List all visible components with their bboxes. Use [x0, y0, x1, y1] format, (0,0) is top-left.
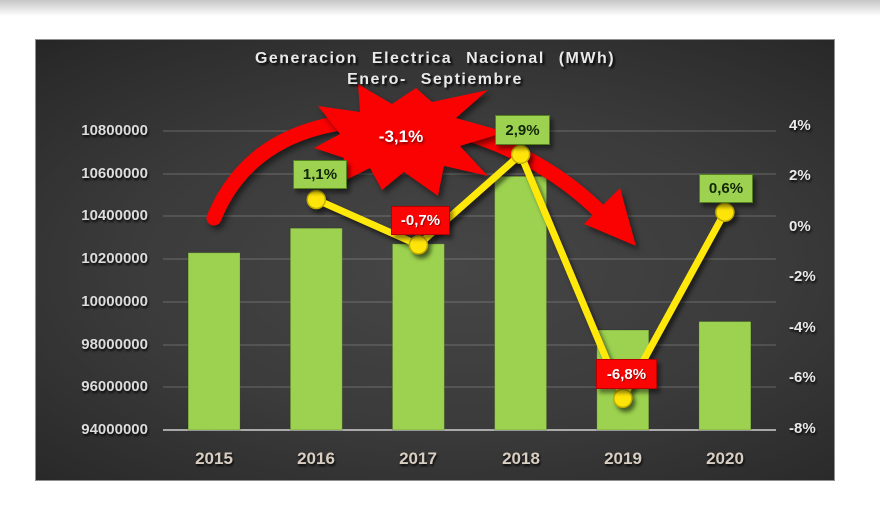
y-left-tick: 10400000 — [81, 207, 148, 224]
y-left-tick: 10000000 — [81, 293, 148, 310]
y-right-tick: -8% — [789, 420, 816, 437]
pct-line-series — [306, 144, 735, 409]
chart-panel: Generacion Electrica Nacional (MWh) Ener… — [35, 39, 835, 481]
data-label-2017: -0,7% — [391, 206, 450, 235]
y-left-tick: 10600000 — [81, 165, 148, 182]
y-right-tick: -4% — [789, 319, 816, 336]
x-tick-2015: 2015 — [195, 449, 233, 468]
y-right-tick: 0% — [789, 218, 811, 235]
bar-2018 — [494, 175, 548, 431]
data-label-2018: 2,9% — [495, 115, 550, 145]
data-label-2016: 1,1% — [293, 160, 347, 189]
data-label-2020: 0,6% — [699, 174, 753, 203]
y-right-tick: 2% — [789, 167, 811, 184]
starburst-polygon — [314, 84, 506, 196]
y-left-tick: 94000000 — [81, 421, 148, 438]
gridlines — [163, 130, 776, 388]
x-tick-2016: 2016 — [297, 449, 335, 468]
x-tick-2019: 2019 — [604, 449, 642, 468]
bar-2020 — [698, 321, 752, 431]
x-tick-2020: 2020 — [706, 449, 744, 468]
pct-marker-2020 — [715, 202, 735, 222]
bar-2015 — [187, 252, 241, 431]
pct-marker-2016 — [306, 189, 327, 210]
pct-marker-2018 — [510, 144, 531, 165]
pct-marker-2019 — [613, 388, 633, 409]
y-right-tick: -2% — [789, 268, 816, 285]
pct-marker-2017 — [408, 235, 429, 255]
y-left-tick: 10200000 — [81, 250, 148, 267]
x-tick-2018: 2018 — [502, 449, 540, 468]
y-left-tick: 98000000 — [81, 336, 148, 353]
starburst-label: -3,1% — [378, 127, 424, 146]
x-tick-2017: 2017 — [399, 449, 437, 468]
chart-plot-canvas — [163, 84, 776, 431]
red-arrow-head — [584, 188, 636, 246]
y-left-tick: 96000000 — [81, 378, 148, 395]
starburst-shape — [314, 84, 506, 196]
bars-series — [187, 175, 752, 431]
chart-title-line2: Enero- Septiembre — [347, 71, 523, 88]
data-label-2019: -6,8% — [596, 359, 657, 389]
y-right-tick: -6% — [789, 369, 816, 386]
page-top-fade — [0, 0, 880, 16]
chart-title: Generacion Electrica Nacional (MWh) Ener… — [36, 48, 834, 90]
y-right-tick: 4% — [789, 117, 811, 134]
y-left-tick: 10800000 — [81, 122, 148, 139]
bar-2016 — [289, 227, 343, 431]
chart-title-line1: Generacion Electrica Nacional (MWh) — [254, 50, 616, 67]
bar-2017 — [391, 243, 445, 431]
